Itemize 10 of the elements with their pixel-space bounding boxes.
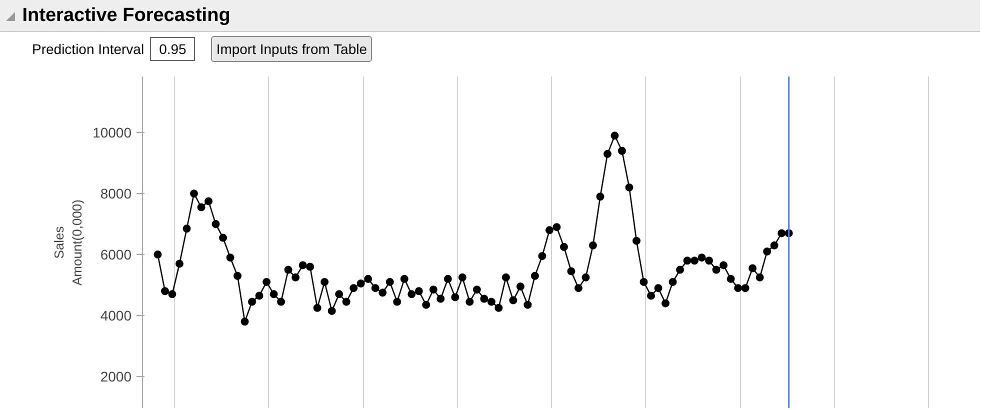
y-tick-label: 8000 <box>100 186 132 202</box>
y-axis-title: Sales Amount(0,000) <box>52 199 85 286</box>
y-tick-label: 2000 <box>100 368 132 384</box>
y-tick-label: 6000 <box>100 246 132 263</box>
text: Import Inputs from Table <box>211 36 372 62</box>
y-tick-label: 4000 <box>100 308 132 324</box>
y-tick-label: 10000 <box>92 124 132 141</box>
chart-title: Interactive Forecasting <box>0 0 980 32</box>
text: Prediction Interval <box>32 40 144 60</box>
text: 0.95 <box>150 37 196 62</box>
